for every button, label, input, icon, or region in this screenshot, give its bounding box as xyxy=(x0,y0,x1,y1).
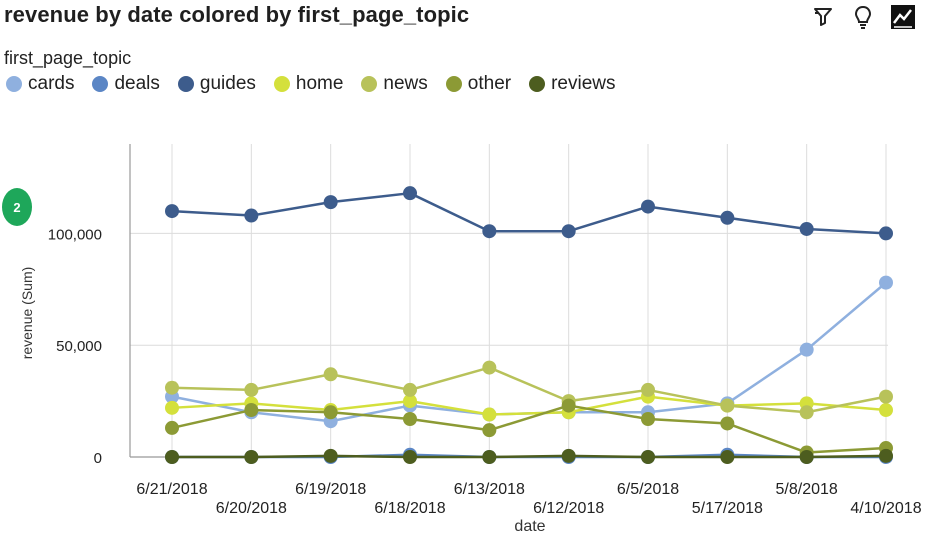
legend-label: home xyxy=(295,73,344,94)
data-point-home xyxy=(879,403,893,418)
y-tick-label: 50,000 xyxy=(56,338,102,355)
x-tick-label: 6/20/2018 xyxy=(216,500,287,517)
legend-label: cards xyxy=(28,73,75,94)
chart-toolbar xyxy=(810,4,916,30)
data-point-reviews xyxy=(879,448,893,463)
x-tick-label: 4/10/2018 xyxy=(850,500,921,517)
data-point-other xyxy=(165,420,179,435)
legend-label: reviews xyxy=(551,73,616,94)
data-point-guides xyxy=(165,204,179,219)
data-point-reviews xyxy=(482,450,497,464)
data-point-reviews xyxy=(403,450,417,464)
x-tick-label: 6/19/2018 xyxy=(295,481,366,498)
annotation-badge[interactable]: 2 xyxy=(2,188,32,226)
legend-swatch xyxy=(529,76,546,92)
data-point-reviews xyxy=(244,450,259,464)
data-point-reviews xyxy=(641,450,655,464)
data-point-reviews xyxy=(323,448,338,463)
data-point-reviews xyxy=(165,450,179,464)
legend-item-reviews[interactable]: reviews xyxy=(529,73,616,95)
data-point-news xyxy=(799,405,814,420)
data-point-guides xyxy=(244,208,259,223)
data-point-news xyxy=(879,389,893,404)
data-point-home xyxy=(482,407,497,422)
data-point-reviews xyxy=(720,450,735,464)
data-point-news xyxy=(482,360,497,375)
chart-icon[interactable] xyxy=(890,4,916,30)
lightbulb-icon[interactable] xyxy=(850,4,876,30)
data-point-guides xyxy=(323,195,338,210)
legend-label: deals xyxy=(114,73,160,94)
legend-item-cards[interactable]: cards xyxy=(6,73,74,95)
legend-swatch xyxy=(6,76,22,92)
data-point-guides xyxy=(720,210,735,225)
x-tick-label: 6/5/2018 xyxy=(617,481,679,498)
legend-item-guides[interactable]: guides xyxy=(177,73,256,95)
legend-swatch xyxy=(273,76,290,92)
x-tick-label: 6/12/2018 xyxy=(533,500,604,517)
legend-label: guides xyxy=(199,73,256,94)
data-point-other xyxy=(561,398,576,413)
data-point-news xyxy=(244,382,259,397)
data-point-reviews xyxy=(561,448,576,463)
data-point-home xyxy=(403,394,417,409)
data-point-other xyxy=(403,411,417,426)
series-line-home xyxy=(171,395,887,416)
series-line-guides xyxy=(171,191,887,235)
data-point-reviews xyxy=(799,450,814,464)
data-point-news xyxy=(641,382,655,397)
legend-swatch xyxy=(361,76,378,92)
legend-item-deals[interactable]: deals xyxy=(92,73,160,95)
data-point-guides xyxy=(879,226,893,241)
legend-item-other[interactable]: other xyxy=(445,73,512,95)
x-tick-label: 5/17/2018 xyxy=(692,500,763,517)
data-point-guides xyxy=(403,186,417,201)
y-tick-label: 100,000 xyxy=(48,226,102,243)
y-axis-label: revenue (Sum) xyxy=(19,266,35,360)
legend-title: first_page_topic xyxy=(4,48,132,68)
x-tick-label: 6/18/2018 xyxy=(374,500,445,517)
filter-icon[interactable] xyxy=(810,4,836,30)
series-line-reviews xyxy=(172,454,887,459)
series-line-other xyxy=(171,404,887,454)
legend-swatch xyxy=(92,76,109,92)
data-point-news xyxy=(720,398,735,413)
series-line-news xyxy=(171,366,887,414)
data-point-cards xyxy=(799,342,814,357)
data-point-news xyxy=(165,380,179,395)
x-tick-label: 6/21/2018 xyxy=(136,481,207,498)
data-point-other xyxy=(641,411,655,426)
data-point-guides xyxy=(482,224,497,239)
data-point-news xyxy=(323,367,338,382)
data-point-cards xyxy=(879,275,893,290)
legend-label: news xyxy=(383,73,428,94)
x-axis-label: date xyxy=(514,518,546,535)
data-point-guides xyxy=(799,221,814,236)
legend: cards deals guides home news other reviews xyxy=(6,73,616,95)
x-tick-label: 6/13/2018 xyxy=(454,481,525,498)
series-line-cards xyxy=(171,281,887,423)
data-point-guides xyxy=(561,224,576,239)
data-point-other xyxy=(720,416,735,431)
data-point-other xyxy=(482,423,497,438)
legend-swatch xyxy=(177,76,194,92)
data-point-home xyxy=(165,400,179,415)
x-tick-label: 5/8/2018 xyxy=(776,481,838,498)
data-point-other xyxy=(244,403,259,418)
legend-item-home[interactable]: home xyxy=(273,73,344,95)
data-point-news xyxy=(403,382,417,397)
legend-label: other xyxy=(467,73,512,94)
y-tick-label: 0 xyxy=(94,450,102,467)
data-point-other xyxy=(323,405,338,420)
data-point-guides xyxy=(641,199,655,214)
legend-swatch xyxy=(445,76,462,92)
legend-item-news[interactable]: news xyxy=(361,73,428,95)
chart-title: revenue by date colored by first_page_to… xyxy=(4,2,470,27)
